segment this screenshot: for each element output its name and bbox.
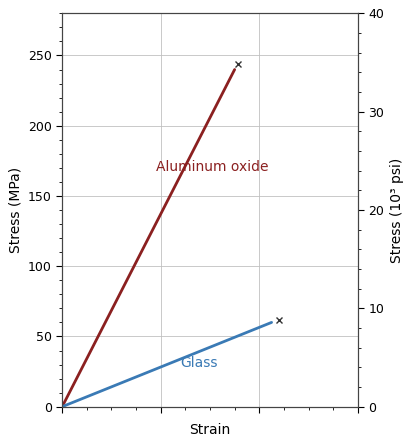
Y-axis label: Stress (MPa): Stress (MPa): [8, 167, 22, 253]
Y-axis label: Stress (10³ psi): Stress (10³ psi): [390, 158, 404, 263]
Text: Aluminum oxide: Aluminum oxide: [156, 160, 268, 174]
X-axis label: Strain: Strain: [190, 423, 231, 437]
Text: Glass: Glass: [180, 356, 218, 370]
